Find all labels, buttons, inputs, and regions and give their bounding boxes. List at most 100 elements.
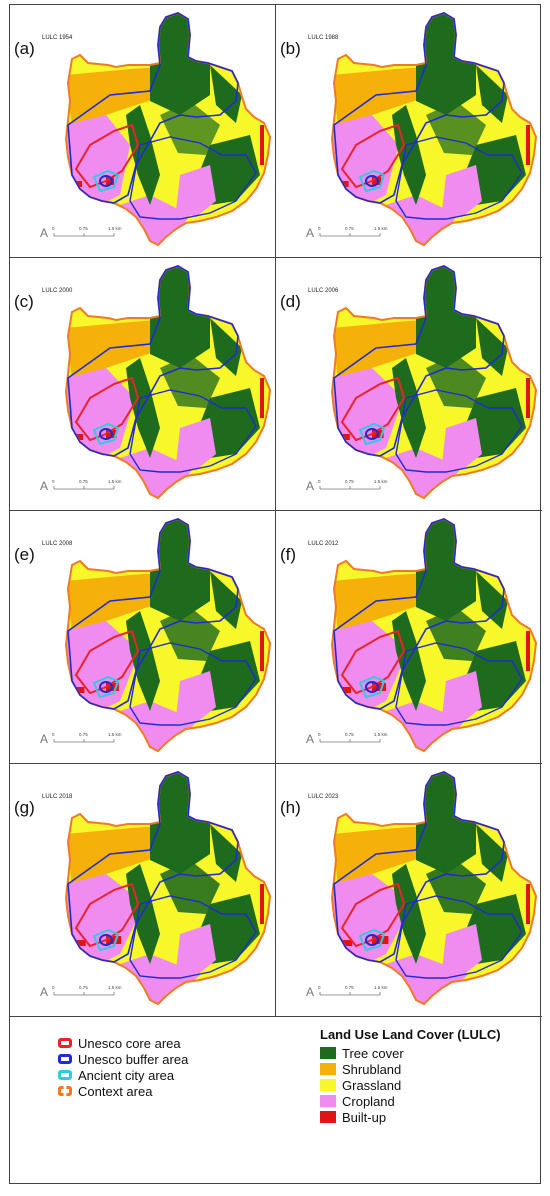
buffer-area-boundary bbox=[333, 771, 505, 963]
lulc-map bbox=[330, 770, 538, 1006]
legend-item-buffer: Unesco buffer area bbox=[58, 1051, 188, 1067]
north-arrow-icon: A bbox=[306, 226, 314, 240]
core-area-boundary bbox=[340, 629, 406, 695]
buffer-area-boundary bbox=[67, 771, 239, 963]
legend-item-core: Unesco core area bbox=[58, 1035, 188, 1051]
scale-bar: A 0 0.75 1.5 km bbox=[40, 479, 122, 493]
grassland-swatch bbox=[320, 1079, 336, 1091]
panel-label: (a) bbox=[14, 39, 35, 58]
lulc-legend-title: Land Use Land Cover (LULC) bbox=[320, 1027, 501, 1042]
legend-label: Built-up bbox=[342, 1109, 387, 1125]
shrubland-swatch bbox=[320, 1063, 336, 1075]
north-arrow-icon: A bbox=[306, 985, 314, 999]
buffer-area-swatch bbox=[58, 1054, 72, 1064]
core-area-boundary bbox=[340, 376, 406, 442]
ancient-city-boundary bbox=[92, 422, 120, 446]
lulc-map bbox=[330, 517, 538, 753]
core-area-boundary bbox=[74, 629, 140, 695]
scale-tick-label: 0 bbox=[318, 985, 321, 990]
ancient-city-boundary bbox=[358, 422, 386, 446]
lulc-map bbox=[330, 264, 538, 500]
map-panel: (e) LULC 2008 A 0 0.75 1.5 km bbox=[10, 511, 276, 764]
scale-tick-label: 1.5 km bbox=[374, 985, 388, 990]
buffer-area-boundary bbox=[67, 265, 239, 457]
context-area-swatch bbox=[58, 1086, 72, 1096]
boundary-legend: Unesco core area Unesco buffer area Anci… bbox=[58, 1035, 188, 1099]
scale-tick-label: 0.75 bbox=[79, 226, 88, 231]
ancient-city-swatch bbox=[58, 1070, 72, 1080]
scale-tick-label: 1.5 km bbox=[108, 226, 122, 231]
panel-label: (c) bbox=[14, 292, 34, 311]
panel-title: LULC 2008 bbox=[42, 541, 73, 547]
legend-item-crop: Cropland bbox=[320, 1093, 501, 1109]
core-area-boundary bbox=[74, 123, 140, 189]
core-area-swatch bbox=[58, 1038, 72, 1048]
map-panel: (a) LULC 1954 A 0 0.75 1.5 km bbox=[10, 5, 276, 258]
buffer-area-boundary bbox=[333, 518, 505, 710]
legend-label: Shrubland bbox=[342, 1061, 402, 1077]
panel-title: LULC 2006 bbox=[308, 288, 339, 294]
legend-label: Tree cover bbox=[342, 1045, 404, 1061]
north-arrow-icon: A bbox=[40, 985, 48, 999]
legend-label: Context area bbox=[78, 1083, 153, 1099]
scale-bar: A 0 0.75 1.5 km bbox=[306, 985, 388, 999]
legend-item-ancient: Ancient city area bbox=[58, 1067, 188, 1083]
map-panel: (d) LULC 2006 A 0 0.75 1.5 km bbox=[276, 258, 542, 511]
cropland-swatch bbox=[320, 1095, 336, 1107]
buffer-area-boundary bbox=[333, 12, 505, 204]
core-area-boundary bbox=[340, 882, 406, 948]
map-panel: (f) LULC 2012 A 0 0.75 1.5 km bbox=[276, 511, 542, 764]
built-up-swatch bbox=[320, 1111, 336, 1123]
scale-tick-label: 0.75 bbox=[79, 732, 88, 737]
core-area-boundary bbox=[74, 882, 140, 948]
figure-frame: (a) LULC 1954 A 0 0.75 1.5 km (b) LULC 1988 A 0 0.… bbox=[9, 4, 542, 1184]
north-arrow-icon: A bbox=[40, 479, 48, 493]
legend-label: Cropland bbox=[342, 1093, 395, 1109]
scale-tick-label: 0.75 bbox=[79, 985, 88, 990]
scale-tick-label: 1.5 km bbox=[108, 732, 122, 737]
scale-bar: A 0 0.75 1.5 km bbox=[40, 985, 122, 999]
lulc-legend: Land Use Land Cover (LULC) Tree cover Sh… bbox=[320, 1027, 501, 1125]
scale-tick-label: 0 bbox=[52, 226, 55, 231]
scale-tick-label: 0.75 bbox=[345, 226, 354, 231]
legend-label: Grassland bbox=[342, 1077, 402, 1093]
lulc-map bbox=[330, 11, 538, 247]
buffer-area-boundary bbox=[67, 12, 239, 204]
scale-tick-label: 0.75 bbox=[345, 479, 354, 484]
panel-title: LULC 1988 bbox=[308, 35, 339, 41]
ancient-city-boundary bbox=[92, 169, 120, 193]
legend-item-shrub: Shrubland bbox=[320, 1061, 501, 1077]
panel-label: (d) bbox=[280, 292, 301, 311]
scale-tick-label: 0.75 bbox=[345, 985, 354, 990]
panel-label: (h) bbox=[280, 798, 301, 817]
map-panel: (g) LULC 2018 A 0 0.75 1.5 km bbox=[10, 764, 276, 1017]
core-area-boundary bbox=[74, 376, 140, 442]
panel-label: (b) bbox=[280, 39, 301, 58]
scale-tick-label: 0 bbox=[52, 732, 55, 737]
lulc-map bbox=[64, 264, 272, 500]
scale-bar: A 0 0.75 1.5 km bbox=[306, 732, 388, 746]
scale-tick-label: 1.5 km bbox=[108, 985, 122, 990]
legend-label: Unesco core area bbox=[78, 1035, 181, 1051]
panel-title: LULC 2023 bbox=[308, 794, 339, 800]
legend-item-builtup: Built-up bbox=[320, 1109, 501, 1125]
scale-bar: A 0 0.75 1.5 km bbox=[40, 226, 122, 240]
scale-tick-label: 1.5 km bbox=[374, 226, 388, 231]
legend-item-grass: Grassland bbox=[320, 1077, 501, 1093]
ancient-city-boundary bbox=[358, 675, 386, 699]
ancient-city-boundary bbox=[92, 928, 120, 952]
north-arrow-icon: A bbox=[306, 479, 314, 493]
panel-label: (f) bbox=[280, 545, 297, 564]
core-area-boundary bbox=[340, 123, 406, 189]
ancient-city-boundary bbox=[358, 169, 386, 193]
lulc-map bbox=[64, 770, 272, 1006]
legend: Unesco core area Unesco buffer area Anci… bbox=[10, 1021, 540, 1183]
scale-bar: A 0 0.75 1.5 km bbox=[40, 732, 122, 746]
scale-tick-label: 0.75 bbox=[345, 732, 354, 737]
scale-tick-label: 0 bbox=[318, 479, 321, 484]
legend-item-context: Context area bbox=[58, 1083, 188, 1099]
panel-label: (g) bbox=[14, 798, 35, 817]
lulc-map bbox=[64, 11, 272, 247]
north-arrow-icon: A bbox=[40, 226, 48, 240]
north-arrow-icon: A bbox=[40, 732, 48, 746]
